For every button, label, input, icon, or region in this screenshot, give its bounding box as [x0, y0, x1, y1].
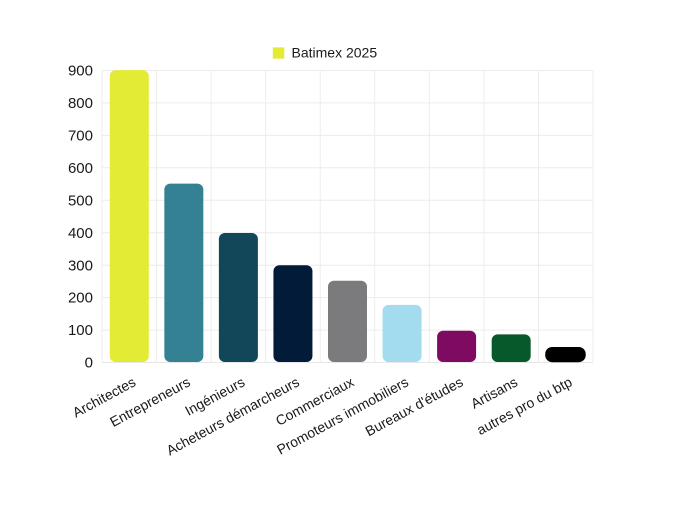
svg-text:Batimex 2025: Batimex 2025 [292, 44, 378, 60]
svg-text:100: 100 [68, 322, 93, 339]
svg-text:700: 700 [68, 128, 93, 145]
svg-text:800: 800 [68, 95, 93, 112]
svg-text:400: 400 [68, 225, 93, 242]
svg-text:0: 0 [85, 355, 93, 372]
svg-text:600: 600 [68, 160, 93, 177]
svg-text:300: 300 [68, 257, 93, 274]
svg-text:500: 500 [68, 192, 93, 209]
svg-text:200: 200 [68, 290, 93, 307]
svg-text:900: 900 [68, 63, 93, 80]
